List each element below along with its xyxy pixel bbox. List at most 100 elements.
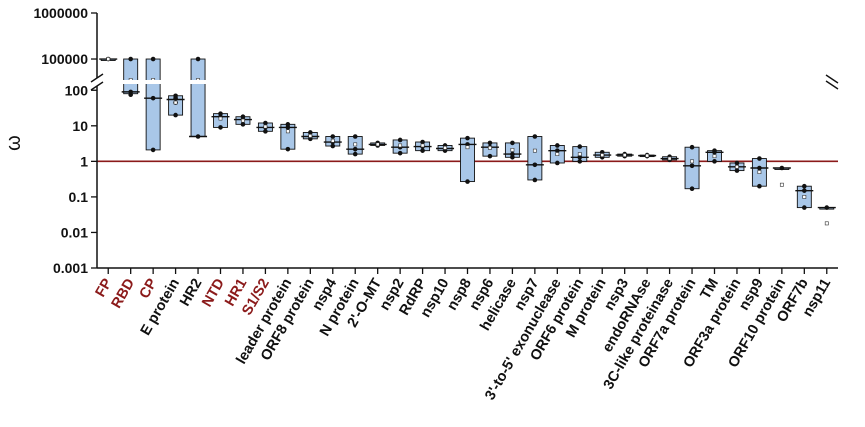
point-1-2 xyxy=(128,56,133,62)
point-14-2 xyxy=(420,139,425,145)
point-6-0 xyxy=(240,122,246,127)
point-2-0 xyxy=(150,147,156,153)
mean-32 xyxy=(824,221,829,226)
mean-13 xyxy=(398,143,403,148)
point-10-0 xyxy=(330,143,336,149)
mean-22 xyxy=(600,153,605,157)
category-label-4: HR2 xyxy=(177,276,205,309)
point-19-2 xyxy=(532,134,538,139)
point-21-0 xyxy=(577,159,583,164)
point-11-1 xyxy=(352,146,358,152)
mean-18 xyxy=(510,148,515,152)
mean-11 xyxy=(353,142,358,147)
point-8-2 xyxy=(285,122,291,127)
mean-26 xyxy=(690,159,694,164)
y-tick-label-7: 1000000 xyxy=(33,5,88,21)
point-5-0 xyxy=(218,125,223,130)
mean-30 xyxy=(779,182,784,187)
point-21-2 xyxy=(577,144,583,149)
mean-31 xyxy=(802,195,807,199)
y-tick-label-0: 0.001 xyxy=(53,260,88,276)
mean-14 xyxy=(420,143,425,148)
mean-27 xyxy=(712,154,717,159)
y-tick-label-3: 1 xyxy=(80,153,88,169)
y-axis-label: ω xyxy=(3,135,25,151)
point-6-2 xyxy=(240,114,246,120)
point-4-1 xyxy=(195,56,201,62)
point-19-1 xyxy=(532,162,538,168)
box-2 xyxy=(145,58,161,151)
point-7-0 xyxy=(263,129,268,134)
mean-21 xyxy=(577,152,582,156)
mean-19 xyxy=(532,148,537,153)
point-18-1 xyxy=(510,151,515,157)
mean-28 xyxy=(735,164,739,169)
mean-5 xyxy=(218,116,223,121)
point-32-0 xyxy=(824,205,830,210)
point-29-0 xyxy=(757,183,762,189)
axes-layer xyxy=(90,12,839,274)
mean-3 xyxy=(173,100,178,105)
point-7-2 xyxy=(263,120,268,126)
point-19-0 xyxy=(532,177,538,183)
point-29-1 xyxy=(757,165,762,171)
point-29-2 xyxy=(757,156,762,161)
y-break-mark-2 xyxy=(90,81,104,91)
mean-9 xyxy=(308,134,313,138)
point-5-2 xyxy=(218,111,223,116)
point-11-2 xyxy=(352,134,358,139)
mean-29 xyxy=(757,170,762,174)
mean-12 xyxy=(375,142,380,147)
point-16-2 xyxy=(465,135,470,141)
mean-7 xyxy=(263,124,268,129)
point-27-2 xyxy=(712,148,717,153)
mean-16 xyxy=(465,145,470,150)
mean-24 xyxy=(645,153,650,158)
point-8-0 xyxy=(285,146,291,152)
point-14-0 xyxy=(420,148,425,153)
y-tick-label-5: 100 xyxy=(65,82,89,98)
boxes-layer xyxy=(98,56,837,226)
point-28-0 xyxy=(734,168,740,173)
mean-15 xyxy=(443,145,447,150)
y-tick-label-2: 0.1 xyxy=(69,189,89,205)
point-3-0 xyxy=(173,112,178,118)
point-28-2 xyxy=(734,160,740,166)
y-tick-label-6: 100000 xyxy=(41,51,88,67)
point-16-0 xyxy=(465,179,470,184)
point-31-0 xyxy=(802,205,807,210)
point-4-0 xyxy=(195,134,201,139)
point-17-0 xyxy=(487,153,493,159)
point-2-1 xyxy=(150,95,156,101)
point-20-0 xyxy=(555,160,560,166)
point-26-1 xyxy=(689,163,695,169)
point-20-1 xyxy=(555,148,560,153)
box-19 xyxy=(527,136,543,181)
point-17-2 xyxy=(487,140,493,146)
point-31-1 xyxy=(802,188,807,193)
point-10-2 xyxy=(330,134,336,139)
point-26-2 xyxy=(689,144,695,150)
mean-17 xyxy=(488,145,492,150)
y-break-mark-1 xyxy=(90,73,104,83)
point-26-0 xyxy=(689,186,695,192)
mean-8 xyxy=(285,129,290,134)
point-27-0 xyxy=(712,159,717,164)
point-31-2 xyxy=(802,183,807,189)
point-11-0 xyxy=(352,151,358,157)
y-tick-label-1: 0.01 xyxy=(61,224,88,240)
category-label-1: RBD xyxy=(109,276,139,311)
mean-6 xyxy=(241,118,245,123)
box-1 xyxy=(123,58,139,95)
point-21-1 xyxy=(577,155,583,160)
point-30-0 xyxy=(779,165,785,171)
mean-0 xyxy=(106,57,111,61)
point-9-2 xyxy=(308,130,313,135)
category-label-5: NTD xyxy=(199,276,228,310)
point-1-1 xyxy=(128,89,133,95)
point-3-3 xyxy=(173,93,178,99)
right-break-mark-1 xyxy=(825,74,839,84)
box-4 xyxy=(190,58,206,137)
mean-20 xyxy=(555,152,560,156)
